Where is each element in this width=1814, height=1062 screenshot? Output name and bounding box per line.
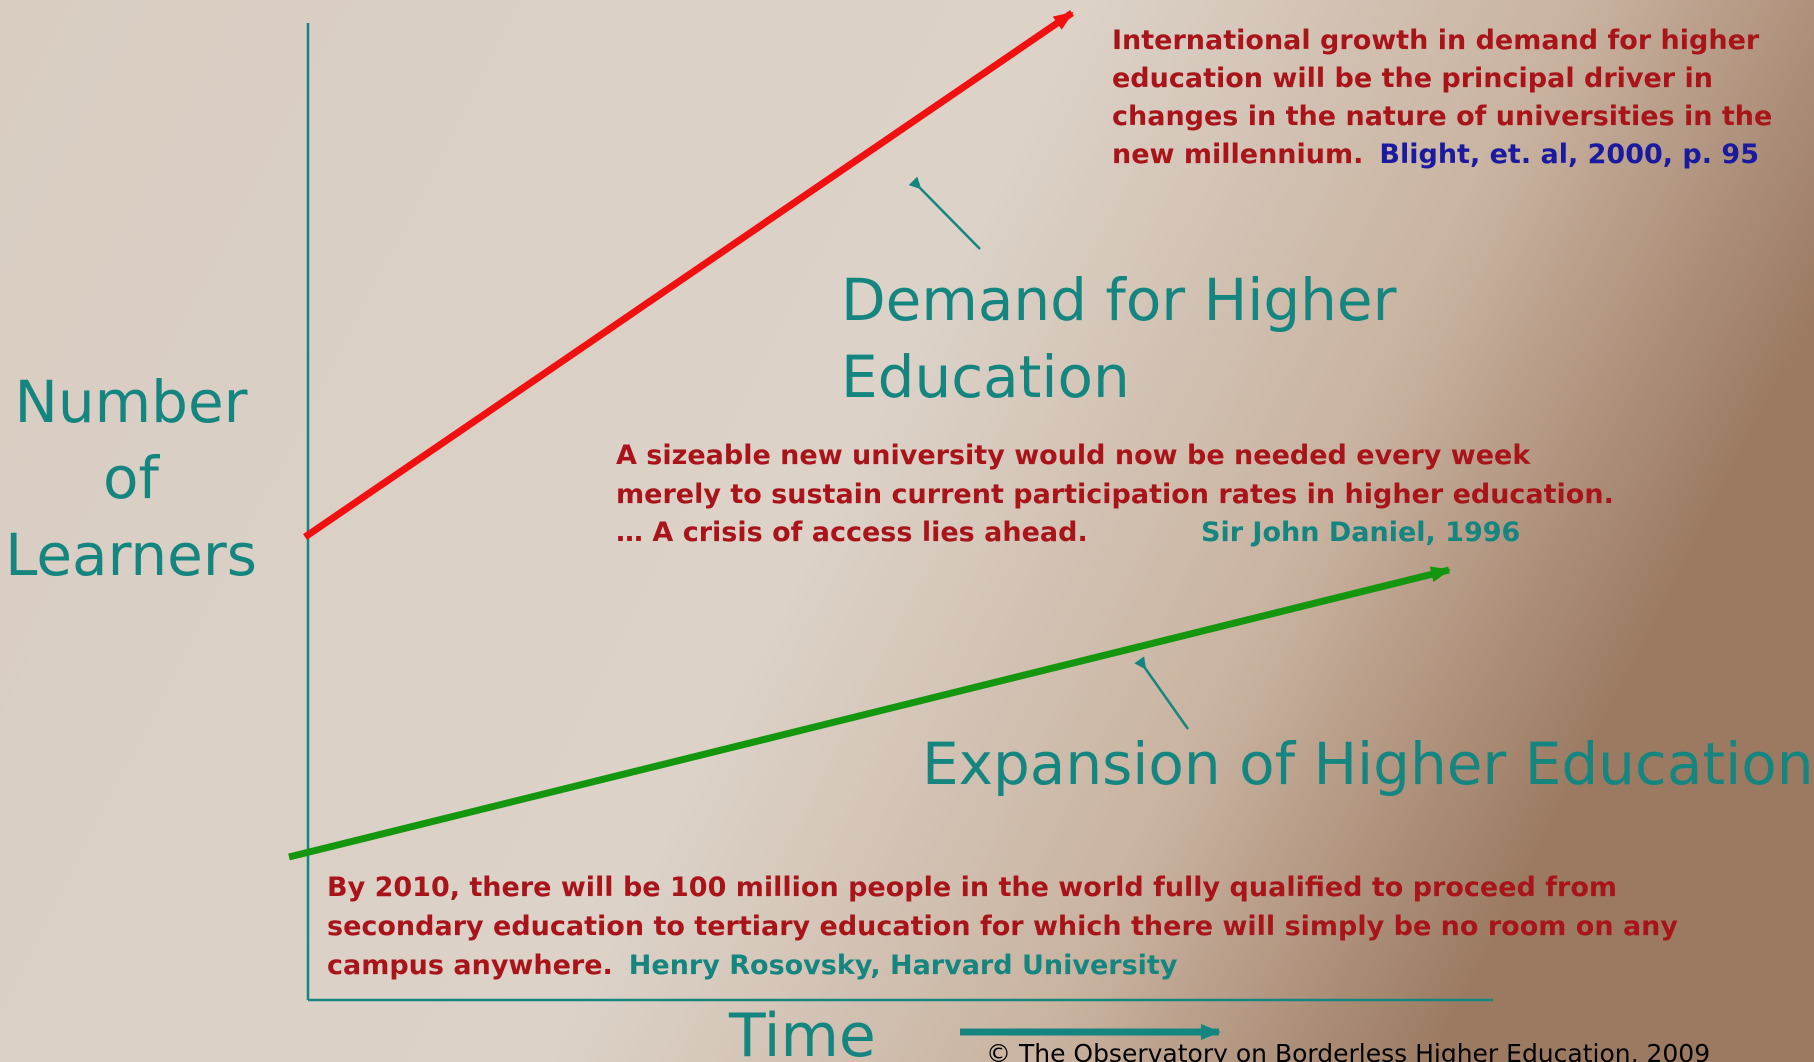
y-label-line: Number (15, 368, 248, 436)
y-label-line: of (103, 444, 160, 512)
slide: Number of Learners Time Demand for Highe… (0, 0, 1814, 1062)
quote-line: changes in the nature of universities in… (1112, 101, 1772, 132)
quote-line: merely to sustain current participation … (616, 479, 1614, 510)
quote-line: education will be the principal driver i… (1112, 63, 1713, 94)
quote-line: By 2010, there will be 100 million peopl… (327, 872, 1617, 903)
x-axis-label: Time (728, 1001, 876, 1062)
quote-line: new millennium. Blight, et. al, 2000, p. … (1112, 139, 1759, 170)
quote-line: secondary education to tertiary educatio… (327, 911, 1678, 942)
demand-label: Demand for Higher (841, 266, 1397, 334)
demand-label: Education (841, 343, 1130, 411)
quote-line: A sizeable new university would now be n… (616, 440, 1531, 471)
expansion-label: Expansion of Higher Education (922, 730, 1813, 798)
quote-source: Sir John Daniel, 1996 (1201, 517, 1520, 548)
copyright: © The Observatory on Borderless Higher E… (986, 1039, 1710, 1062)
quote-line: new millennium. (1112, 139, 1363, 170)
quote-source: Henry Rosovsky, Harvard University (629, 950, 1178, 981)
quote-line: International growth in demand for highe… (1112, 25, 1760, 56)
quote-source: Blight, et. al, 2000, p. 95 (1379, 139, 1759, 170)
quote-line: campus anywhere. Henry Rosovsky, Harvard … (327, 950, 1178, 981)
quote-line: … A crisis of access lies ahead. (616, 517, 1088, 548)
y-label-line: Learners (5, 521, 257, 589)
quote-line: … A crisis of access lies ahead. Sir John… (616, 517, 1520, 548)
quote-line: campus anywhere. (327, 950, 613, 981)
